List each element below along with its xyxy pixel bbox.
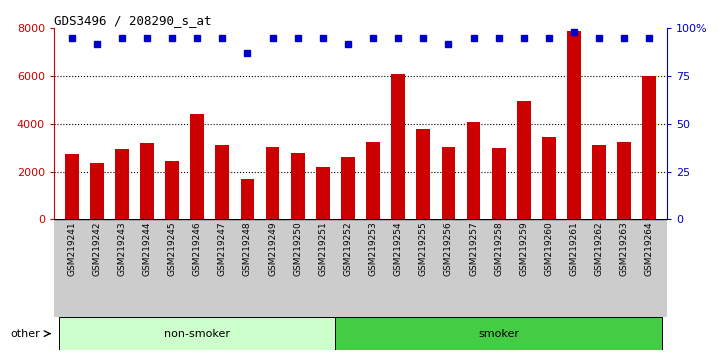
Text: GSM219252: GSM219252 (343, 222, 353, 276)
Text: non-smoker: non-smoker (164, 329, 230, 339)
Text: GSM219254: GSM219254 (394, 222, 402, 276)
Bar (466, 121, 480, 219)
Bar (567, 31, 581, 219)
Bar (241, 179, 255, 219)
Text: GSM219259: GSM219259 (519, 222, 528, 276)
Bar (216, 145, 229, 219)
Bar (265, 147, 280, 219)
Text: GSM219244: GSM219244 (143, 222, 151, 276)
Text: GSM219261: GSM219261 (570, 222, 578, 276)
Bar (441, 147, 456, 219)
Text: GSM219245: GSM219245 (167, 222, 177, 276)
Bar (492, 148, 505, 219)
Text: GSM219250: GSM219250 (293, 222, 302, 276)
Bar (642, 76, 656, 219)
Bar (65, 154, 79, 219)
Bar (316, 167, 329, 219)
Bar (341, 157, 355, 219)
Text: GSM219264: GSM219264 (645, 222, 654, 276)
Bar (366, 142, 380, 219)
Bar (59, 317, 335, 350)
Text: GSM219241: GSM219241 (67, 222, 76, 276)
Text: GSM219255: GSM219255 (419, 222, 428, 276)
Text: GSM219258: GSM219258 (494, 222, 503, 276)
Bar (190, 114, 204, 219)
Text: GSM219256: GSM219256 (444, 222, 453, 276)
Text: GDS3496 / 208290_s_at: GDS3496 / 208290_s_at (54, 14, 211, 27)
Text: GSM219260: GSM219260 (544, 222, 554, 276)
Text: GSM219243: GSM219243 (118, 222, 126, 276)
Bar (140, 143, 154, 219)
Bar (335, 317, 662, 350)
Text: GSM219247: GSM219247 (218, 222, 227, 276)
Bar (291, 153, 304, 219)
Text: GSM219253: GSM219253 (368, 222, 378, 276)
Text: GSM219242: GSM219242 (92, 222, 101, 276)
Bar (417, 129, 430, 219)
Bar (592, 145, 606, 219)
Bar (165, 161, 179, 219)
Bar (90, 163, 104, 219)
Text: GSM219249: GSM219249 (268, 222, 277, 276)
Text: GSM219251: GSM219251 (319, 222, 327, 276)
Text: GSM219262: GSM219262 (595, 222, 603, 276)
Text: GSM219257: GSM219257 (469, 222, 478, 276)
Text: other: other (11, 329, 40, 339)
Text: smoker: smoker (478, 329, 519, 339)
Bar (542, 137, 556, 219)
Text: GSM219248: GSM219248 (243, 222, 252, 276)
Text: GSM219263: GSM219263 (620, 222, 629, 276)
Bar (392, 74, 405, 219)
Bar (617, 142, 631, 219)
Text: GSM219246: GSM219246 (193, 222, 202, 276)
Bar (115, 149, 129, 219)
Bar (517, 101, 531, 219)
